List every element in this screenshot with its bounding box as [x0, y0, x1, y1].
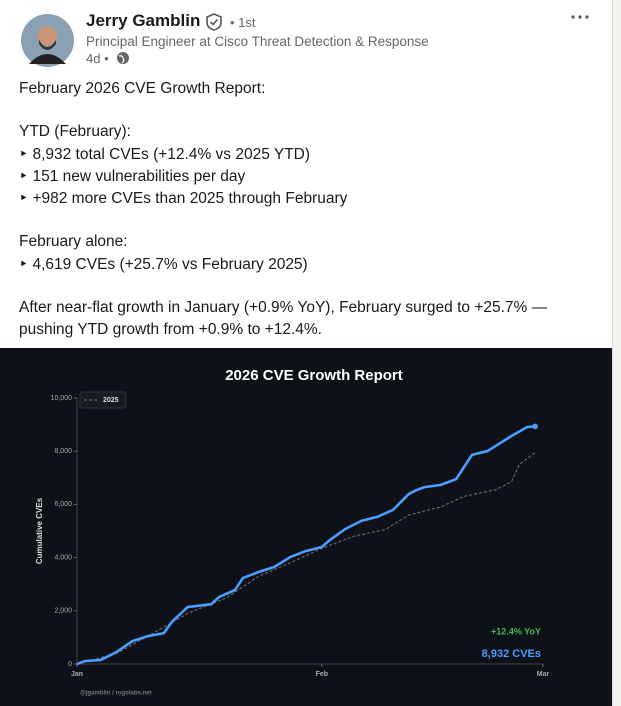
post-text-line: ‣ 4,619 CVEs (+25.7% vs February 2025)	[19, 256, 308, 273]
chart-credit: @jgamblin / rogolabs.net	[80, 691, 152, 697]
more-menu[interactable]	[570, 12, 590, 22]
end-point	[532, 423, 538, 430]
connection-degree: • 1st	[230, 15, 256, 30]
annotation-total: 8,932 CVEs	[482, 648, 541, 660]
legend-box	[79, 391, 127, 409]
y-tick-label: 8,000	[54, 448, 72, 455]
globe-icon	[117, 52, 129, 64]
x-tick-label: Jan	[71, 671, 83, 678]
author-headline: Principal Engineer at Cisco Threat Detec…	[86, 34, 429, 49]
y-tick-label: 2,000	[54, 608, 72, 615]
post-text-line: After near-flat growth in January (+0.9%…	[19, 299, 548, 316]
annotation-yoy: +12.4% YoY	[491, 626, 541, 636]
legend-label: 2025	[103, 397, 119, 404]
series-line	[76, 425, 536, 666]
post-text-line: pushing YTD growth from +0.9% to +12.4%.	[19, 321, 322, 338]
y-tick-label: 4,000	[54, 554, 72, 561]
post-text-line: February 2026 CVE Growth Report:	[19, 80, 266, 97]
y-axis-label: Cumulative CVEs	[35, 497, 44, 564]
chart-image: 2026 CVE Growth Report Cumulative CVEs 0 2,…	[0, 348, 612, 706]
post-text-line: YTD (February):	[19, 123, 131, 140]
post-text-line: February alone:	[19, 233, 128, 250]
y-tick-label: 0	[68, 661, 72, 668]
x-tick-label: Feb	[316, 671, 328, 678]
post-text-line: ‣ 8,932 total CVEs (+12.4% vs 2025 YTD)	[19, 146, 311, 163]
post-time: 4d •	[86, 51, 109, 66]
post-text-line: ‣ 151 new vulnerabilities per day	[19, 168, 246, 185]
chart-title: 2026 CVE Growth Report	[225, 367, 403, 384]
post-text-line: ‣ +982 more CVEs than 2025 through Febru…	[19, 190, 348, 207]
avatar[interactable]	[21, 14, 74, 67]
y-tick-label: 10,000	[51, 395, 73, 402]
x-tick-label: Mar	[537, 671, 550, 678]
y-tick-label: 6,000	[54, 501, 72, 508]
author-name[interactable]: Jerry Gamblin	[86, 11, 201, 30]
verified-icon	[206, 13, 222, 31]
